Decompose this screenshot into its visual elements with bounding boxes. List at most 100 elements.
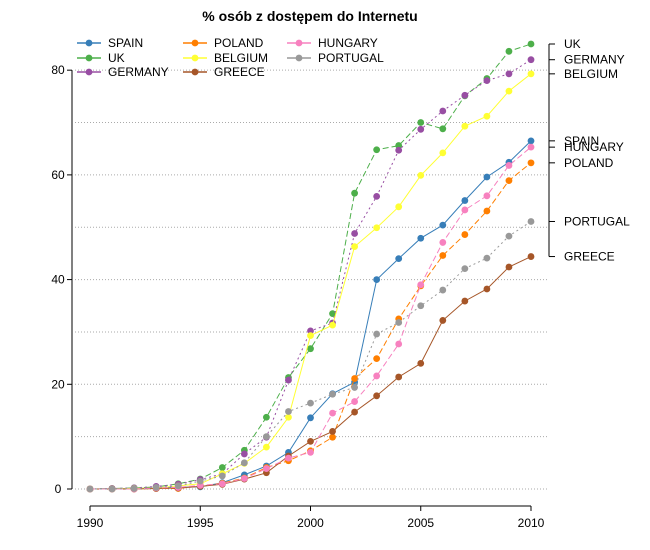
data-point — [373, 330, 381, 338]
data-point — [483, 285, 491, 293]
series-line — [89, 43, 532, 490]
data-point — [417, 172, 425, 179]
y-tick-label: 20 — [51, 377, 65, 391]
legend-label: GERMANY — [108, 65, 169, 79]
legend-label: UK — [108, 51, 125, 65]
y-tick-label: 40 — [51, 273, 65, 287]
legend-marker — [295, 54, 303, 62]
legend-marker — [85, 39, 93, 47]
data-point — [307, 327, 314, 335]
data-point — [417, 119, 425, 126]
data-point — [461, 197, 469, 204]
legend-item-germany: GERMANY — [77, 65, 169, 79]
y-tick-label: 80 — [51, 63, 65, 77]
data-point — [461, 297, 469, 305]
data-point — [395, 203, 403, 211]
data-point — [329, 409, 336, 417]
data-point — [285, 413, 292, 421]
data-point — [373, 224, 381, 232]
data-point — [307, 414, 314, 422]
data-point — [329, 310, 336, 318]
legend-label: PORTUGAL — [318, 51, 384, 65]
data-point — [395, 319, 403, 326]
series-portugal — [86, 218, 535, 493]
legend-label: BELGIUM — [214, 51, 268, 65]
data-point — [461, 91, 469, 99]
data-point — [527, 40, 535, 48]
data-point — [329, 321, 336, 329]
end-label-uk: UK — [564, 37, 581, 51]
data-point — [329, 433, 336, 441]
data-point — [263, 465, 270, 472]
data-point — [461, 265, 469, 272]
legend-marker — [191, 68, 199, 76]
data-point — [417, 234, 425, 242]
data-point — [196, 477, 204, 485]
data-point — [461, 206, 469, 214]
legend-label: POLAND — [214, 36, 264, 50]
legend-label: GREECE — [214, 65, 265, 79]
data-point — [240, 450, 248, 458]
series-line — [90, 73, 532, 490]
data-point — [307, 437, 314, 445]
series-lines — [86, 40, 535, 493]
data-point — [108, 485, 116, 493]
legend-item-spain: SPAIN — [77, 36, 143, 50]
series-belgium — [86, 70, 535, 493]
data-point — [218, 472, 226, 480]
legend-marker — [85, 68, 93, 76]
legend-item-portugal: PORTUGAL — [287, 51, 384, 65]
x-tick-label: 2000 — [297, 516, 324, 530]
x-tick-label: 1990 — [77, 516, 104, 530]
data-point — [483, 192, 491, 200]
data-point — [439, 221, 447, 229]
legend-item-greece: GREECE — [183, 65, 265, 79]
data-point — [351, 375, 358, 382]
data-point — [373, 392, 381, 400]
data-point — [329, 390, 336, 398]
data-point — [439, 239, 447, 246]
legend-marker — [295, 39, 303, 47]
legend-marker — [191, 39, 199, 47]
data-point — [218, 464, 226, 471]
data-point — [285, 376, 292, 384]
data-point — [263, 443, 270, 451]
data-point — [505, 70, 513, 78]
data-point — [417, 281, 425, 289]
grid-lines — [75, 69, 548, 490]
data-point — [483, 254, 491, 262]
legend-marker — [85, 54, 93, 62]
data-point — [307, 399, 314, 407]
end-label-spain: SPAIN — [564, 134, 599, 148]
data-point — [307, 332, 314, 340]
data-point — [373, 276, 381, 283]
x-tick-label: 1995 — [187, 516, 214, 530]
series-greece — [86, 253, 535, 493]
data-point — [351, 384, 358, 391]
data-point — [174, 482, 182, 490]
data-point — [263, 433, 270, 441]
data-point — [240, 475, 248, 482]
data-point — [439, 252, 447, 259]
data-point — [439, 125, 447, 133]
data-point — [527, 70, 535, 78]
data-point — [285, 408, 292, 415]
end-label-portugal: PORTUGAL — [564, 214, 630, 228]
end-label-belgium: BELGIUM — [564, 67, 618, 81]
series-germany — [86, 56, 535, 493]
data-point — [395, 146, 403, 154]
end-label-greece: GREECE — [564, 250, 615, 264]
data-point — [483, 173, 491, 181]
data-point — [395, 142, 403, 149]
data-point — [86, 485, 94, 493]
legend-label: SPAIN — [108, 36, 143, 50]
data-point — [351, 243, 358, 251]
data-point — [527, 218, 535, 225]
data-point — [329, 428, 336, 435]
legend-label: HUNGARY — [318, 36, 378, 50]
data-point — [373, 192, 381, 200]
data-point — [263, 413, 270, 421]
data-point — [417, 302, 425, 310]
